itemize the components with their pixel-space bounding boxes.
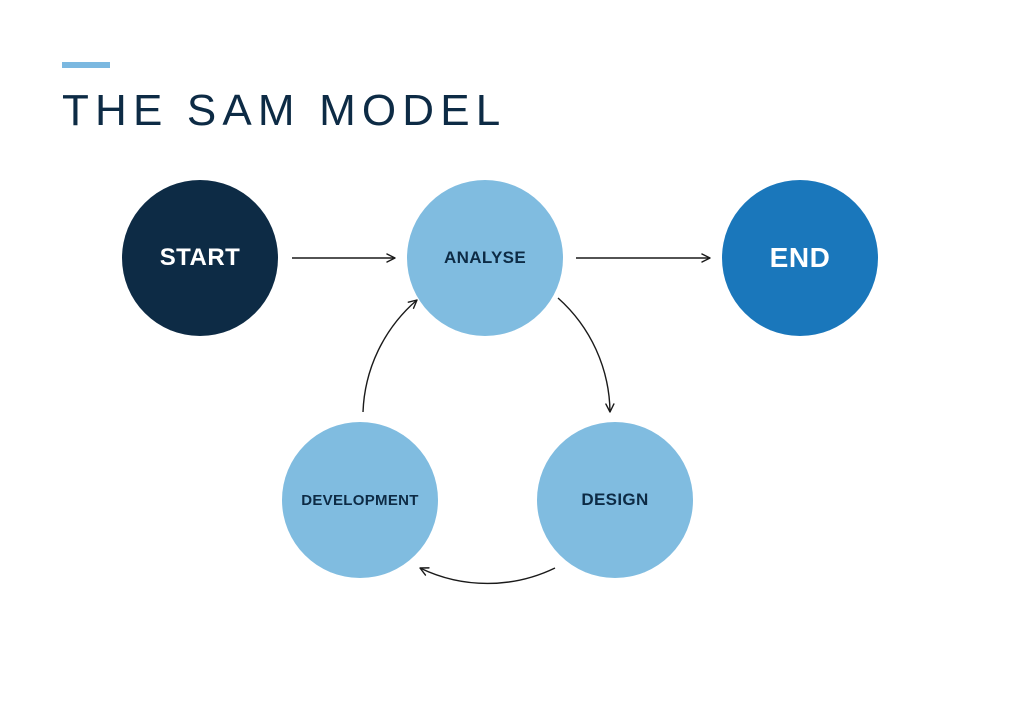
node-design: DESIGN bbox=[537, 422, 693, 578]
node-start: START bbox=[122, 180, 278, 336]
node-label-development: DEVELOPMENT bbox=[301, 492, 418, 509]
diagram-arrows bbox=[0, 0, 1024, 717]
edge-development-to-analyse bbox=[363, 300, 417, 412]
sam-model-diagram: START ANALYSE END DESIGN DEVELOPMENT bbox=[0, 0, 1024, 717]
node-label-start: START bbox=[160, 244, 241, 272]
node-analyse: ANALYSE bbox=[407, 180, 563, 336]
node-end: END bbox=[722, 180, 878, 336]
node-development: DEVELOPMENT bbox=[282, 422, 438, 578]
edge-analyse-to-design bbox=[558, 298, 610, 412]
edge-design-to-development bbox=[420, 568, 555, 583]
node-label-design: DESIGN bbox=[581, 490, 648, 510]
node-label-end: END bbox=[770, 242, 831, 274]
node-label-analyse: ANALYSE bbox=[444, 248, 526, 268]
